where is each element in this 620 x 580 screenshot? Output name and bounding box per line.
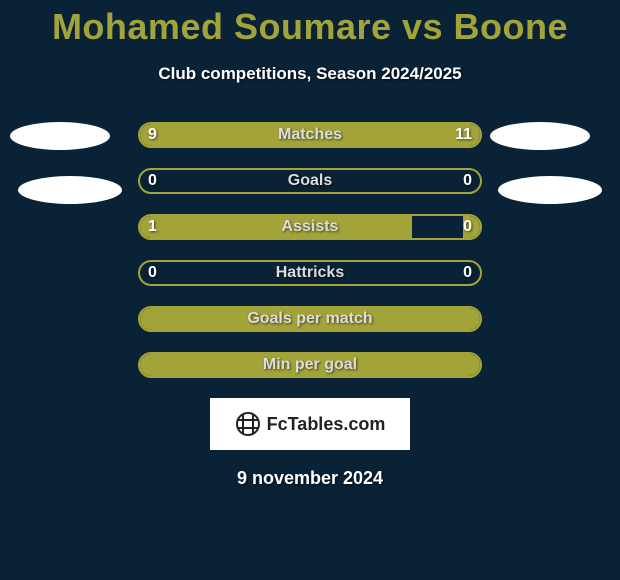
stat-row: Assists10 [138,214,482,240]
page-title: Mohamed Soumare vs Boone [0,0,620,48]
stat-value-left: 0 [148,168,157,194]
stat-value-right: 0 [463,214,472,240]
stat-value-right: 0 [463,260,472,286]
bar-track [138,168,482,194]
bar-track [138,214,482,240]
stat-row: Hattricks00 [138,260,482,286]
bar-track [138,122,482,148]
bar-right-fill [293,124,480,146]
decorative-ellipse [10,122,110,150]
brand-badge: FcTables.com [210,398,410,450]
bar-track [138,352,482,378]
page-subtitle: Club competitions, Season 2024/2025 [0,64,620,84]
fctables-logo-icon [235,411,261,437]
stat-value-left: 1 [148,214,157,240]
comparison-chart: Matches911Goals00Assists10Hattricks00Goa… [0,122,620,378]
stat-row: Goals per match [138,306,482,332]
stat-value-left: 9 [148,122,157,148]
stat-row: Matches911 [138,122,482,148]
decorative-ellipse [498,176,602,204]
stat-value-left: 0 [148,260,157,286]
decorative-ellipse [18,176,122,204]
brand-text: FcTables.com [267,414,386,435]
bar-track [138,260,482,286]
bar-left-fill [140,124,293,146]
stat-row: Goals00 [138,168,482,194]
footer-date: 9 november 2024 [0,468,620,489]
stat-value-right: 0 [463,168,472,194]
bar-left-fill [140,308,480,330]
bar-left-fill [140,354,480,376]
bar-track [138,306,482,332]
stat-value-right: 11 [455,122,472,148]
bar-left-fill [140,216,412,238]
stat-row: Min per goal [138,352,482,378]
decorative-ellipse [490,122,590,150]
